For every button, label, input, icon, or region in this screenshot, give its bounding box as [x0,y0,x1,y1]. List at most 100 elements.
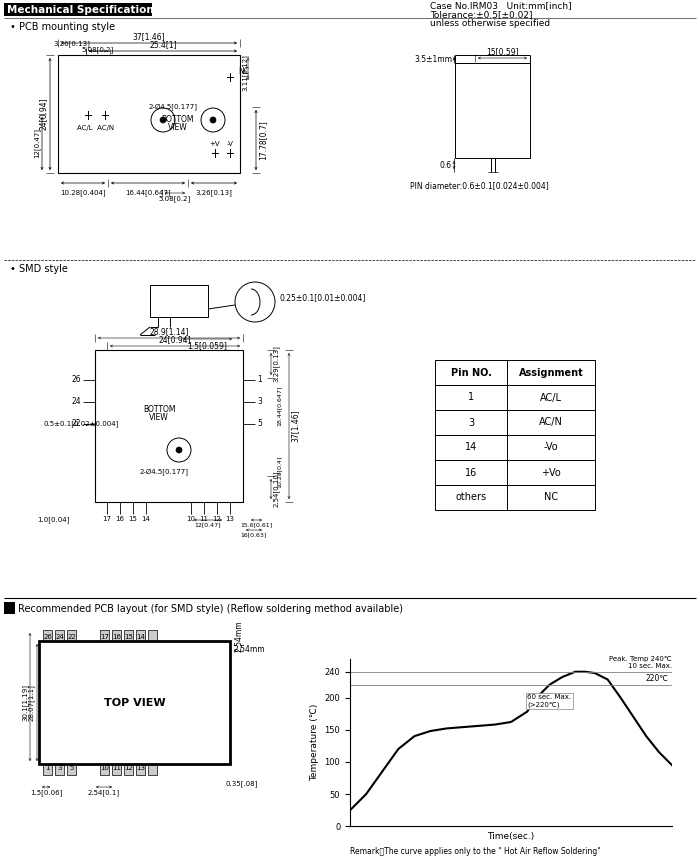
Text: unless otherwise specified: unless otherwise specified [430,19,550,28]
Text: 1: 1 [257,375,262,385]
Text: 10.28[0.404]: 10.28[0.404] [60,189,106,196]
Text: 24[0.94]: 24[0.94] [39,98,48,131]
Text: 0.35[.08]: 0.35[.08] [225,780,258,787]
Text: others: others [456,492,486,503]
Bar [95,350,243,502]
Bar [4,3,152,16]
Text: NC: NC [544,492,558,503]
Bar [124,764,133,775]
Bar [100,764,109,775]
Text: 5.08[0.2]: 5.08[0.2] [159,195,191,202]
Text: 24: 24 [55,634,64,640]
Bar [148,630,157,641]
Text: Recommended PCB layout (for SMD style) (Reflow soldering method available): Recommended PCB layout (for SMD style) (… [18,604,403,614]
Text: BOTTOM: BOTTOM [143,405,175,415]
Text: 5: 5 [257,419,262,429]
Bar [136,630,145,641]
Text: 26: 26 [71,375,81,385]
Text: 10.28[0.4]: 10.28[0.4] [277,456,282,488]
Text: 28.07[1.1]: 28.07[1.1] [28,684,35,721]
Bar [435,360,595,385]
Bar [435,485,595,510]
Text: 16[0.63]: 16[0.63] [241,532,267,537]
Text: 37[1.46]: 37[1.46] [291,410,300,442]
Text: 0.25±0.1[0.01±0.004]: 0.25±0.1[0.01±0.004] [280,294,366,302]
Text: 3: 3 [57,765,62,771]
Text: 5: 5 [69,765,73,771]
Text: 14: 14 [465,442,477,453]
Text: • SMD style: • SMD style [10,264,68,274]
Circle shape [210,117,216,123]
Text: -Vo: -Vo [544,442,559,453]
Text: 5.08[0.2]: 5.08[0.2] [82,46,114,53]
Bar [43,764,52,775]
Text: 3.5±1mm: 3.5±1mm [414,54,452,64]
Text: 12: 12 [124,765,133,771]
Text: Tolerance:±0.5[±0.02]: Tolerance:±0.5[±0.02] [430,10,533,19]
Bar [67,764,76,775]
Bar [150,285,208,317]
Bar [67,630,76,641]
Text: 18.44[0.647]: 18.44[0.647] [277,386,282,426]
Text: VIEW: VIEW [168,124,188,132]
Text: +V: +V [210,141,220,147]
Text: 2.54mm: 2.54mm [234,620,243,652]
Text: 1: 1 [46,765,50,771]
Text: 60 sec. Max.
(>220℃): 60 sec. Max. (>220℃) [527,694,571,708]
Text: 10: 10 [186,516,195,522]
Text: 30.1[1.19]: 30.1[1.19] [21,684,28,721]
Bar [55,764,64,775]
Text: 2.54[0.10]: 2.54[0.10] [273,471,280,508]
Bar [43,630,52,641]
Text: 2.54mm: 2.54mm [234,645,265,655]
Text: Peak. Temp 240℃
10 sec. Max.: Peak. Temp 240℃ 10 sec. Max. [609,656,672,669]
Text: TOP VIEW: TOP VIEW [104,698,165,708]
Bar [435,385,595,410]
Bar [435,410,595,435]
Text: 13: 13 [225,516,234,522]
Text: 16: 16 [112,634,121,640]
Text: 25.4[1]: 25.4[1] [149,40,177,49]
Y-axis label: Temperature (℃): Temperature (℃) [310,704,319,782]
Text: VIEW: VIEW [149,413,169,423]
Text: 15[0.59]: 15[0.59] [486,47,519,56]
Text: AC/N: AC/N [539,417,563,428]
Bar [124,630,133,641]
Text: 3.29[0.13]: 3.29[0.13] [273,345,280,382]
Text: 17: 17 [100,634,109,640]
Text: 3: 3 [468,417,474,428]
Text: 10: 10 [100,765,109,771]
Text: Mechanical Specification: Mechanical Specification [7,5,154,15]
Text: 15: 15 [124,634,133,640]
Bar [4,602,15,614]
Text: • PCB mounting style: • PCB mounting style [10,22,115,32]
Text: -V: -V [227,141,233,147]
Text: 37[1.46]: 37[1.46] [133,32,165,41]
Text: AC/L: AC/L [540,393,562,403]
Circle shape [176,447,182,453]
Bar [112,764,121,775]
Text: 1.0[0.04]: 1.0[0.04] [38,516,70,523]
Text: 22: 22 [71,419,81,429]
Text: 12[0.47]: 12[0.47] [34,129,40,159]
Bar [100,630,109,641]
Text: 16: 16 [465,467,477,478]
Text: 2-Ø4.5[0.177]: 2-Ø4.5[0.177] [139,468,188,475]
Text: 14: 14 [141,516,150,522]
Text: 12: 12 [213,516,221,522]
Text: 3.26[0.13]: 3.26[0.13] [195,189,232,196]
Text: Case No.IRM03   Unit:mm[inch]: Case No.IRM03 Unit:mm[inch] [430,1,572,10]
Text: 15: 15 [129,516,137,522]
X-axis label: Time(sec.): Time(sec.) [487,832,535,841]
Text: 2-Ø4.5[0.177]: 2-Ø4.5[0.177] [148,104,197,111]
Text: 1.5[0.059]: 1.5[0.059] [188,341,228,350]
Text: 11: 11 [112,765,121,771]
Text: 220℃: 220℃ [646,674,668,684]
Text: 1: 1 [468,393,474,403]
Bar [455,63,530,158]
Text: Remark：The curve applies only to the " Hot Air Reflow Soldering": Remark：The curve applies only to the " H… [350,848,601,856]
Text: 17: 17 [102,516,111,522]
Bar [136,764,145,775]
Text: 11: 11 [199,516,209,522]
Text: 1.5[0.06]: 1.5[0.06] [30,789,62,795]
